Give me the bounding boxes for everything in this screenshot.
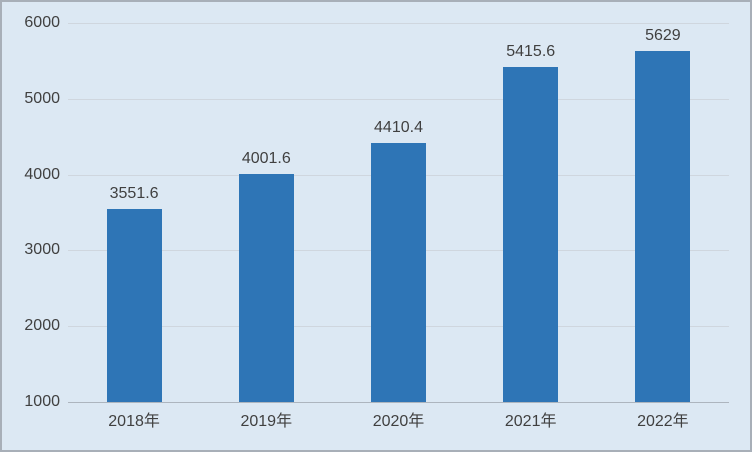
x-axis-tick-label: 2021年 bbox=[504, 413, 557, 430]
gridline bbox=[68, 98, 729, 100]
x-axis-tick-label: 2022年 bbox=[637, 413, 689, 430]
bar bbox=[371, 143, 426, 402]
bar bbox=[106, 208, 162, 402]
bar-value-label: 4001.6 bbox=[241, 150, 291, 168]
y-axis-tick-label: 6000 bbox=[24, 14, 60, 31]
x-axis-tick-label: 2018年 bbox=[108, 413, 160, 430]
gridline bbox=[68, 23, 729, 24]
y-axis-tick-label: 1000 bbox=[24, 393, 60, 410]
x-axis-tick-label: 2019年 bbox=[240, 413, 293, 430]
bar-value-label: 3551.6 bbox=[109, 184, 159, 202]
bar-value-label: 4410.4 bbox=[374, 119, 423, 137]
y-axis-tick-label: 4000 bbox=[24, 165, 60, 183]
bar bbox=[503, 67, 559, 402]
bar bbox=[635, 51, 691, 402]
bar-value-label: 5415.6 bbox=[506, 43, 556, 61]
x-axis-line bbox=[68, 402, 729, 403]
bar-value-label: 5629 bbox=[645, 27, 681, 45]
y-axis-tick-label: 5000 bbox=[24, 89, 60, 107]
y-axis-tick-label: 3000 bbox=[24, 241, 60, 259]
bar bbox=[238, 174, 294, 402]
x-axis-tick-label: 2020年 bbox=[372, 413, 425, 430]
y-axis-tick-label: 2000 bbox=[24, 317, 60, 335]
